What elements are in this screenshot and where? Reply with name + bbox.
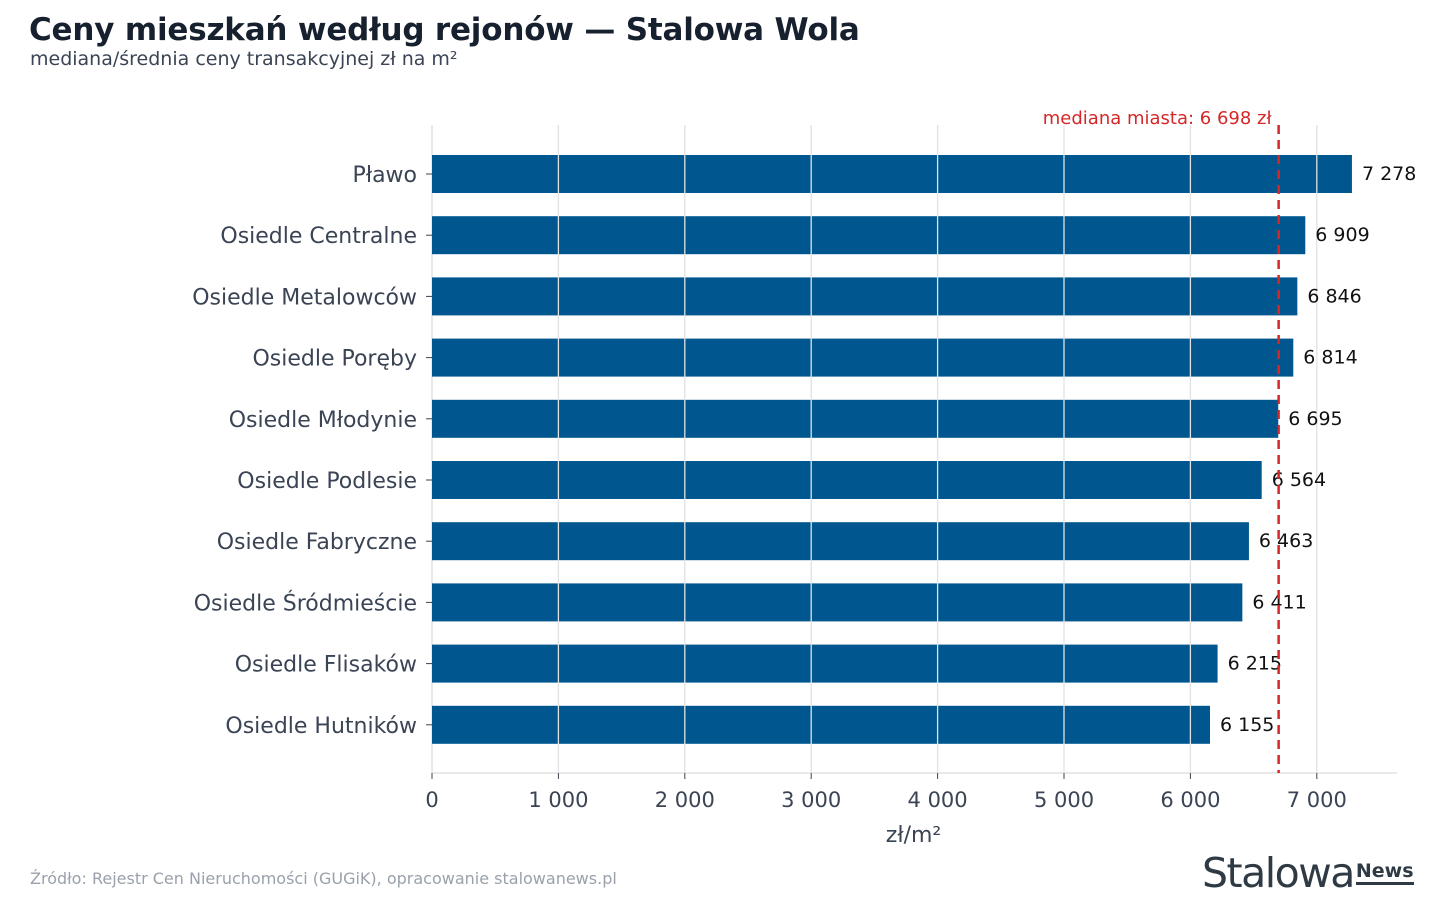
bar-1: [432, 155, 1352, 193]
category-label: Osiedle Podlesie: [237, 469, 417, 494]
bar-8: [432, 583, 1243, 622]
chart-subtitle: mediana/średnia ceny transakcyjnej zł na…: [30, 48, 458, 70]
value-label: 6 411: [1252, 591, 1306, 613]
stalowanews-logo: Stalowa News: [1202, 842, 1414, 894]
logo-text-main: Stalowa: [1202, 849, 1355, 897]
category-label: Osiedle Metalowców: [192, 285, 417, 310]
x-tick-label: 3 000: [781, 788, 841, 812]
x-tick-label: 5 000: [1034, 788, 1094, 812]
x-tick-label: 1 000: [528, 788, 588, 812]
median-reference-label: mediana miasta: 6 698 zł: [1043, 108, 1273, 129]
x-tick-label: 0: [425, 788, 438, 812]
category-label: Osiedle Centralne: [220, 224, 417, 249]
logo-text-news: News: [1355, 862, 1414, 885]
bar-7: [432, 522, 1249, 561]
value-label: 6 846: [1307, 285, 1361, 307]
x-axis-title: zł/m²: [886, 823, 941, 848]
category-label: Osiedle Hutników: [225, 714, 417, 739]
bar-5: [432, 399, 1279, 438]
bar-2: [432, 216, 1306, 255]
value-label: 6 814: [1303, 347, 1357, 369]
value-label: 6 564: [1272, 469, 1326, 491]
value-label: 6 155: [1220, 714, 1274, 736]
source-note: Źródło: Rejestr Cen Nieruchomości (GUGiK…: [30, 869, 617, 888]
x-tick-label: 2 000: [655, 788, 715, 812]
value-label: 6 909: [1315, 224, 1369, 246]
bar-6: [432, 461, 1262, 499]
x-tick-label: 6 000: [1160, 788, 1220, 812]
x-tick-label: 4 000: [908, 788, 968, 812]
category-label: Osiedle Poręby: [252, 347, 417, 372]
category-label: Osiedle Młodynie: [229, 408, 417, 433]
bar-9: [432, 644, 1218, 683]
value-label: 6 215: [1228, 653, 1282, 675]
category-label: Osiedle Fabryczne: [217, 530, 417, 555]
category-label: Osiedle Flisaków: [235, 653, 417, 678]
value-label: 6 463: [1259, 530, 1313, 552]
bar-4: [432, 338, 1294, 377]
x-tick-label: 7 000: [1287, 788, 1347, 812]
bar-3: [432, 277, 1298, 316]
category-label: Osiedle Śródmieście: [194, 590, 417, 616]
value-label: 6 695: [1288, 408, 1342, 430]
bar-10: [432, 705, 1210, 744]
chart-title: Ceny mieszkań według rejonów — Stalowa W…: [29, 12, 860, 48]
category-label: Pławo: [353, 163, 417, 188]
value-label: 7 278: [1362, 163, 1416, 185]
